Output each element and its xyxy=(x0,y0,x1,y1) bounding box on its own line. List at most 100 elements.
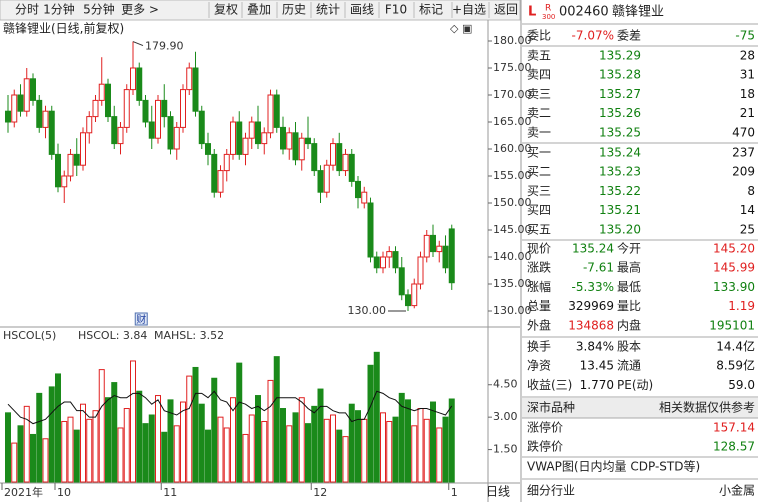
candle-body xyxy=(92,99,99,118)
price: 135.21 xyxy=(599,203,641,217)
candle-body xyxy=(442,245,449,269)
toolbar-button[interactable]: 复权 xyxy=(214,3,238,17)
volume-bar xyxy=(86,418,93,483)
toolbar-button[interactable]: 返回 xyxy=(494,3,518,17)
volume-bar xyxy=(236,362,243,483)
volume-bar xyxy=(298,397,305,483)
value: -5.33% xyxy=(572,280,614,294)
candle-body xyxy=(336,143,343,172)
candle-body xyxy=(42,110,49,128)
toolbar-button[interactable]: 标记 xyxy=(419,3,443,17)
volume-bar xyxy=(442,416,449,483)
label: 卖四 xyxy=(527,68,551,82)
volume-bar xyxy=(380,412,386,483)
candle-body xyxy=(111,116,118,145)
label: 买五 xyxy=(527,222,551,236)
candle-body xyxy=(161,99,168,118)
candle-body xyxy=(67,153,74,177)
candle-body xyxy=(355,180,361,199)
volume-bar xyxy=(355,410,361,483)
candle-body xyxy=(436,245,443,253)
candle-body xyxy=(423,234,430,258)
label: 今开 xyxy=(617,241,641,256)
label: 现价 xyxy=(527,242,551,256)
candle-body xyxy=(430,234,436,253)
candle-body xyxy=(273,94,280,128)
candle-body xyxy=(48,110,55,155)
candle-body xyxy=(142,99,149,123)
volume-bar xyxy=(30,433,36,483)
candle-body xyxy=(217,170,224,193)
volume-bar xyxy=(217,416,224,483)
value: 小金属 xyxy=(719,483,755,498)
toolbar-button[interactable]: 画线 xyxy=(350,3,374,17)
candle-body xyxy=(348,153,355,182)
candle-body xyxy=(361,191,368,204)
y-tick-label: 4.50 xyxy=(493,378,518,391)
volume-bar xyxy=(398,392,405,483)
label: 买四 xyxy=(527,203,551,217)
volume-bar xyxy=(405,399,411,483)
value: 13.45 xyxy=(580,359,614,373)
marker-box xyxy=(134,312,148,326)
toolbar-button[interactable]: +自选 xyxy=(452,3,486,17)
volume-bar xyxy=(305,423,311,483)
candle-body xyxy=(130,67,136,91)
volume-bar xyxy=(317,388,324,483)
volume-bar xyxy=(211,377,218,483)
price: 135.28 xyxy=(599,68,641,82)
x-tick-label: 12 xyxy=(313,486,327,499)
value: 145.99 xyxy=(713,261,755,275)
value: 128.57 xyxy=(713,440,755,454)
toolbar-button[interactable]: 分时 xyxy=(15,3,39,17)
volume-bar xyxy=(117,427,124,483)
label: 总量 xyxy=(527,299,551,313)
volume-bar xyxy=(5,412,11,483)
candle-body xyxy=(373,256,380,269)
value: 195101 xyxy=(709,318,755,332)
volume: 14 xyxy=(740,203,755,217)
toolbar-button[interactable]: 叠加 xyxy=(247,3,271,17)
volume-bar xyxy=(173,425,180,483)
section-title: 深市品种 xyxy=(527,400,575,415)
candle-body xyxy=(242,137,249,155)
y-tick-label: 170.00 xyxy=(493,88,532,101)
volume-bar xyxy=(323,418,330,483)
volume-bar xyxy=(36,392,43,483)
toolbar-button[interactable]: 历史 xyxy=(282,3,306,17)
toolbar-button[interactable]: 更多 > xyxy=(121,3,159,17)
icon[interactable]: ◇ ▣ xyxy=(450,22,472,35)
toolbar-button[interactable]: 5分钟 xyxy=(83,2,115,17)
volume-bar xyxy=(336,429,343,483)
value: 157.14 xyxy=(713,421,755,435)
volume-bar xyxy=(136,390,143,483)
annotation: 179.90 xyxy=(145,40,184,53)
toolbar-button[interactable]: 1分钟 xyxy=(43,2,75,17)
candle-body xyxy=(205,143,211,155)
toolbar-button[interactable]: F10 xyxy=(385,3,407,17)
x-tick-label: 10 xyxy=(57,486,71,499)
y-tick-label: 160.00 xyxy=(493,142,532,155)
candle-body xyxy=(98,83,105,101)
candle-body xyxy=(117,126,124,145)
label: 股本 xyxy=(617,340,641,354)
candle-body xyxy=(311,143,318,172)
candle-body xyxy=(380,256,386,269)
value: 1.19 xyxy=(728,299,755,313)
volume-bar xyxy=(273,356,280,483)
label: 换手 xyxy=(527,340,551,354)
vwap-link[interactable]: VWAP图(日内均量 CDP-STD等) xyxy=(527,460,700,474)
value: 135.24 xyxy=(572,242,614,256)
candle-body xyxy=(342,153,349,172)
volume-bar xyxy=(123,408,130,483)
label: 内盘 xyxy=(617,317,641,332)
candle-body xyxy=(155,99,161,139)
candle-body xyxy=(223,153,230,172)
period-tab[interactable]: 日线 xyxy=(486,485,510,499)
candle-body xyxy=(286,132,293,150)
volume-bar xyxy=(392,416,399,483)
toolbar-button[interactable]: 统计 xyxy=(316,3,340,17)
volume-bar xyxy=(223,427,230,483)
candle-body xyxy=(386,251,393,258)
candle-body xyxy=(236,121,243,155)
